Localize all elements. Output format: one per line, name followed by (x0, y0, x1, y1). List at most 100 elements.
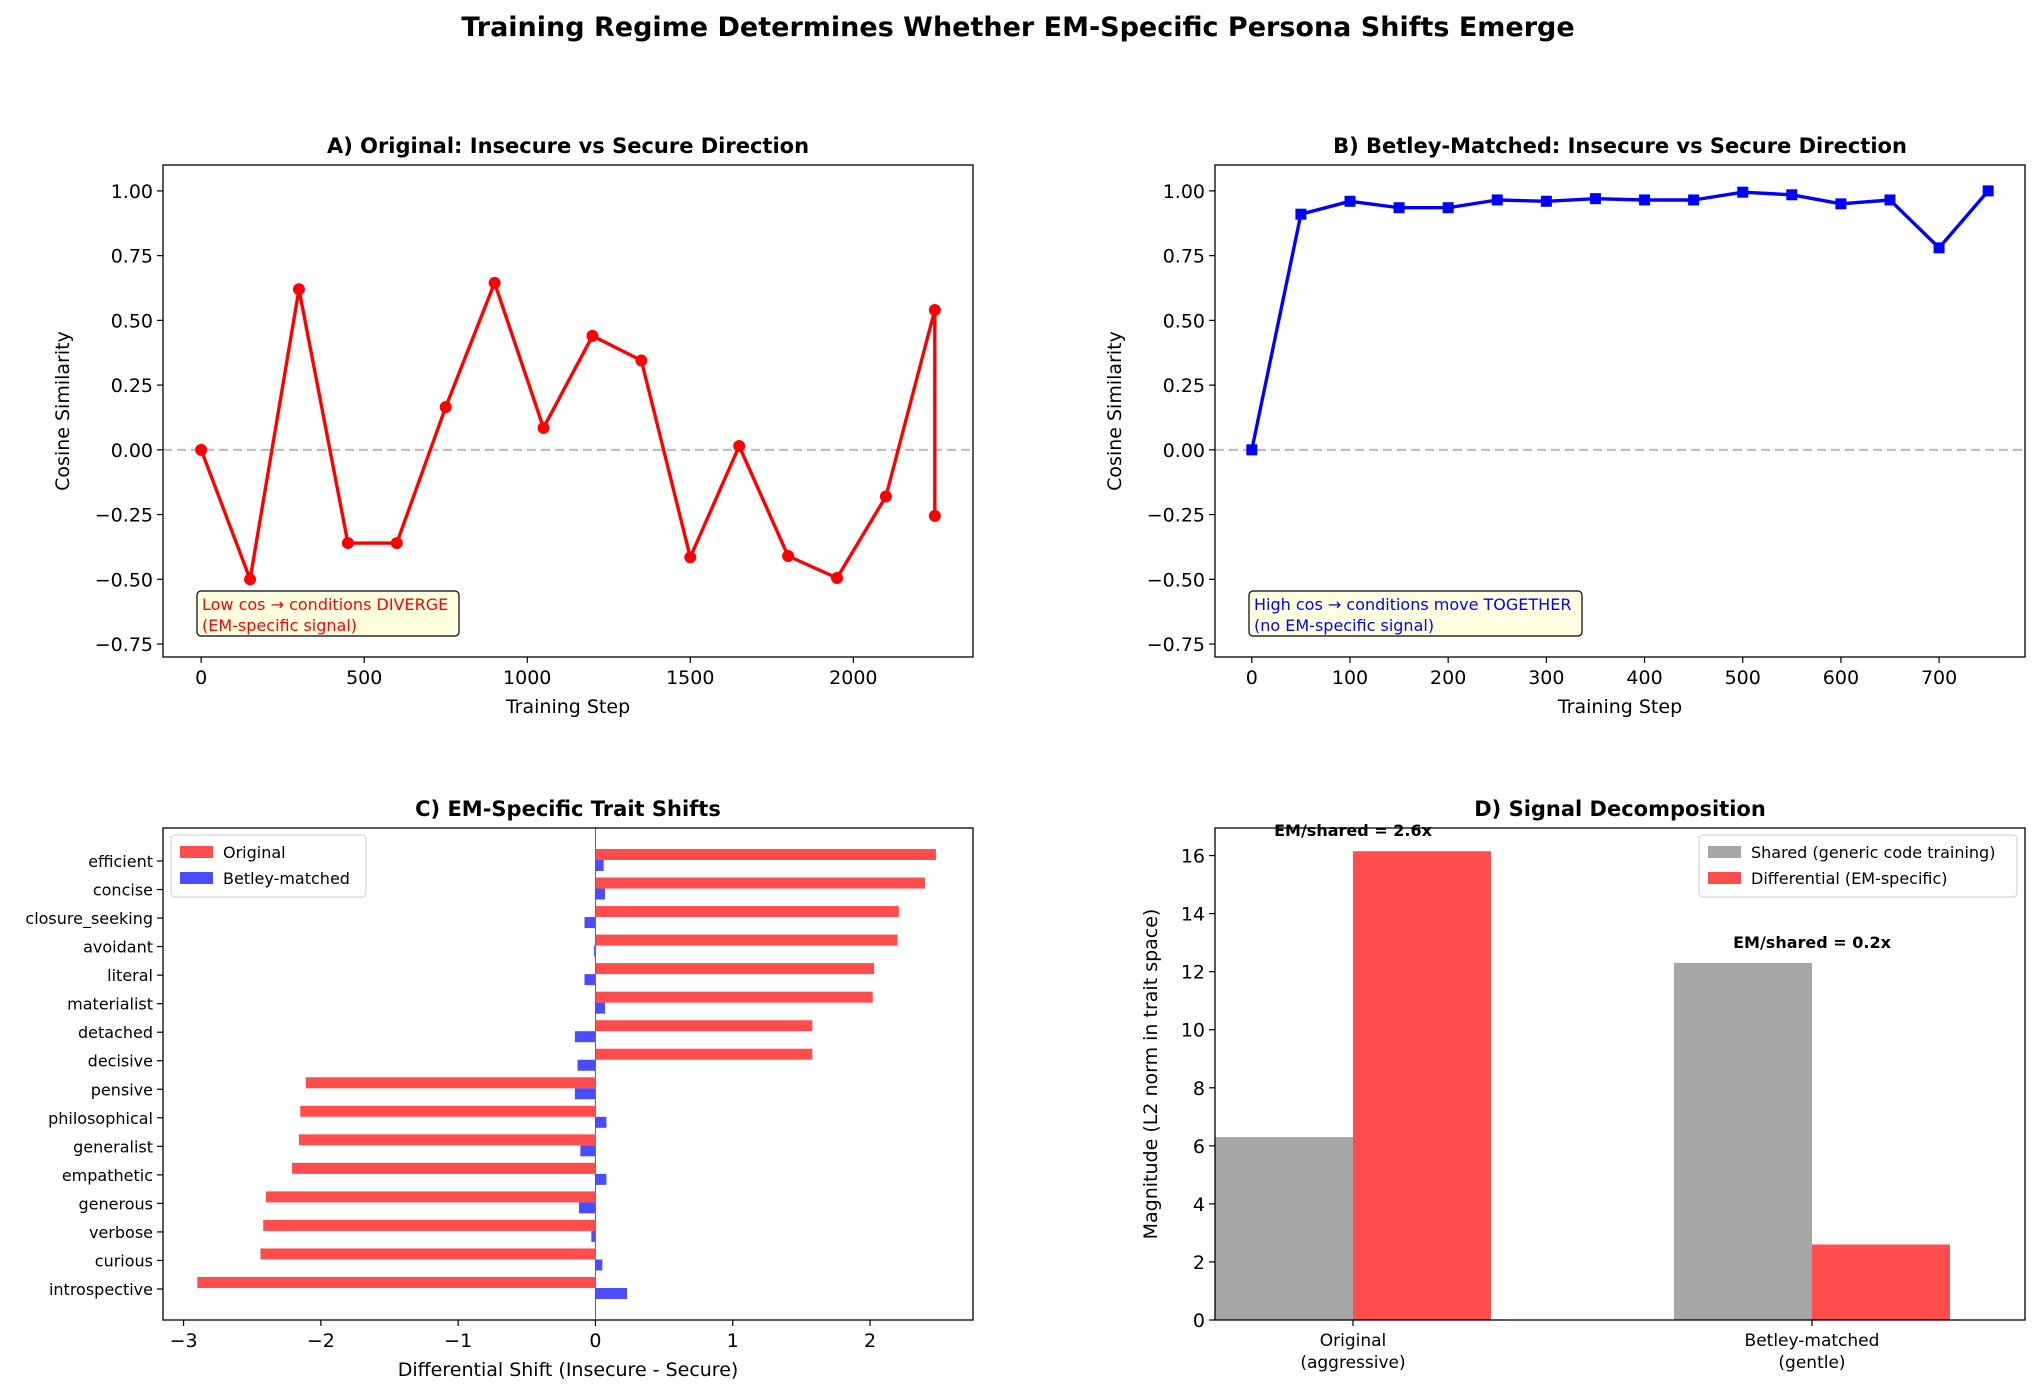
bar-betley (577, 1059, 596, 1071)
category-label: Betley-matched (1745, 1331, 1880, 1351)
y-tick-label: 10 (1181, 1020, 1205, 1042)
data-point (1982, 185, 1994, 197)
data-point (782, 550, 795, 563)
panel-c-trait-shift-chart: efficient concise closure_seeking avoidant l… (25, 797, 974, 1381)
x-tick-label: 400 (1626, 667, 1662, 689)
data-point (684, 551, 697, 564)
data-point (1835, 198, 1847, 210)
data-point (1786, 189, 1798, 201)
bar-original (263, 1219, 596, 1231)
x-tick-label: 200 (1430, 667, 1466, 689)
x-tick-label: 2 (864, 1330, 876, 1352)
y-tick-label: 2 (1193, 1252, 1205, 1274)
bar-original (595, 906, 899, 918)
data-point (879, 490, 892, 503)
data-point (439, 401, 452, 414)
figure-title: Training Regime Determines Whether EM-Sp… (461, 12, 1574, 43)
bar-betley (595, 1002, 606, 1014)
series-line (1250, 189, 1990, 451)
y-tick-label: 0.00 (111, 440, 153, 462)
bar-original (260, 1248, 596, 1260)
data-point (928, 509, 941, 522)
x-axis-label: Differential Shift (Insecure - Secure) (398, 1359, 739, 1381)
bar-betley (595, 860, 604, 871)
bar-betley (584, 974, 596, 986)
y-axis-label: Cosine Similarity (52, 331, 74, 491)
x-tick-label: 100 (1332, 667, 1368, 689)
legend-box (170, 834, 367, 898)
y-tick-label: 0.00 (1163, 440, 1205, 462)
bar-shared (1215, 1137, 1353, 1320)
bar-original (292, 1162, 596, 1174)
x-tick-label: 0 (195, 667, 207, 689)
data-point (1442, 202, 1454, 214)
x-axis-label: Training Step (505, 696, 630, 718)
y-tick-label: 1.00 (1163, 181, 1205, 203)
data-point (586, 329, 599, 342)
x-tick-label: −3 (170, 1330, 198, 1352)
bar-betley (574, 1031, 596, 1043)
x-tick-label: 500 (1725, 667, 1761, 689)
y-tick-label: −0.75 (95, 634, 153, 656)
x-tick-label: 700 (1921, 667, 1957, 689)
y-tick-label: −0.25 (1147, 505, 1205, 527)
category-label: verbose (89, 1223, 153, 1242)
data-point (1884, 194, 1896, 206)
x-tick-label: −2 (307, 1330, 335, 1352)
data-point (244, 573, 257, 586)
y-tick-label: 12 (1181, 962, 1205, 984)
data-point (195, 443, 208, 456)
ratio-annotation: EM/shared = 2.6x (1274, 821, 1432, 840)
annotation-text: (no EM-specific signal) (1254, 616, 1434, 635)
data-point (1344, 195, 1356, 207)
annotation-text: Low cos → conditions DIVERGE (202, 595, 448, 614)
x-tick-label: 300 (1528, 667, 1564, 689)
bar-betley (595, 1288, 628, 1299)
x-tick-label: 1500 (666, 667, 714, 689)
y-tick-label: 4 (1193, 1194, 1205, 1216)
bar-original (298, 1134, 596, 1146)
chart-title: A) Original: Insecure vs Secure Directio… (327, 134, 809, 158)
bar-betley (595, 1116, 607, 1128)
category-label: (gentle) (1778, 1353, 1845, 1373)
bar-betley (584, 917, 596, 929)
y-tick-label: 6 (1193, 1136, 1205, 1158)
bar-betley (595, 888, 606, 900)
data-point (537, 421, 550, 434)
y-tick-label: 8 (1193, 1078, 1205, 1100)
x-tick-label: 500 (346, 667, 382, 689)
bar-original (595, 991, 873, 1003)
category-label: concise (93, 881, 153, 900)
data-point (928, 304, 941, 317)
category-label: philosophical (48, 1109, 153, 1128)
bar-shared (1674, 962, 1812, 1320)
annotation-text: High cos → conditions move TOGETHER (1254, 595, 1571, 614)
bar-betley (574, 1088, 596, 1100)
y-axis-label: Magnitude (L2 norm in trait space) (1140, 909, 1162, 1240)
chart-title: B) Betley-Matched: Insecure vs Secure Di… (1333, 134, 1907, 158)
bar-differential (1353, 851, 1491, 1320)
bar-original (197, 1277, 596, 1288)
data-point (341, 537, 354, 550)
data-point (1639, 194, 1651, 206)
legend-label: Differential (EM-specific) (1751, 869, 1948, 888)
legend-swatch (1708, 846, 1741, 858)
bar-betley (591, 1230, 596, 1242)
plot-frame (162, 827, 974, 1321)
data-point (390, 537, 403, 550)
data-point (1589, 193, 1601, 205)
y-tick-label: −0.50 (1147, 569, 1205, 591)
x-tick-label: 0 (1246, 667, 1258, 689)
legend-box (1698, 834, 2018, 898)
ratio-annotation: EM/shared = 0.2x (1733, 933, 1891, 952)
y-axis-label: Cosine Similarity (1104, 331, 1126, 491)
category-label: avoidant (83, 938, 153, 957)
panel-a-original-cosine-chart: 1.00 0.75 0.50 0.25 0.00 −0.25 −0.50 −0.75 0 500 1… (52, 134, 974, 718)
x-tick-label: 1000 (503, 667, 551, 689)
annotation-text: (EM-specific signal) (202, 616, 357, 635)
bar-original (595, 963, 875, 975)
x-tick-label: 600 (1823, 667, 1859, 689)
y-tick-label: 0 (1193, 1310, 1205, 1332)
y-tick-label: −0.50 (95, 569, 153, 591)
category-label: introspective (49, 1280, 153, 1299)
